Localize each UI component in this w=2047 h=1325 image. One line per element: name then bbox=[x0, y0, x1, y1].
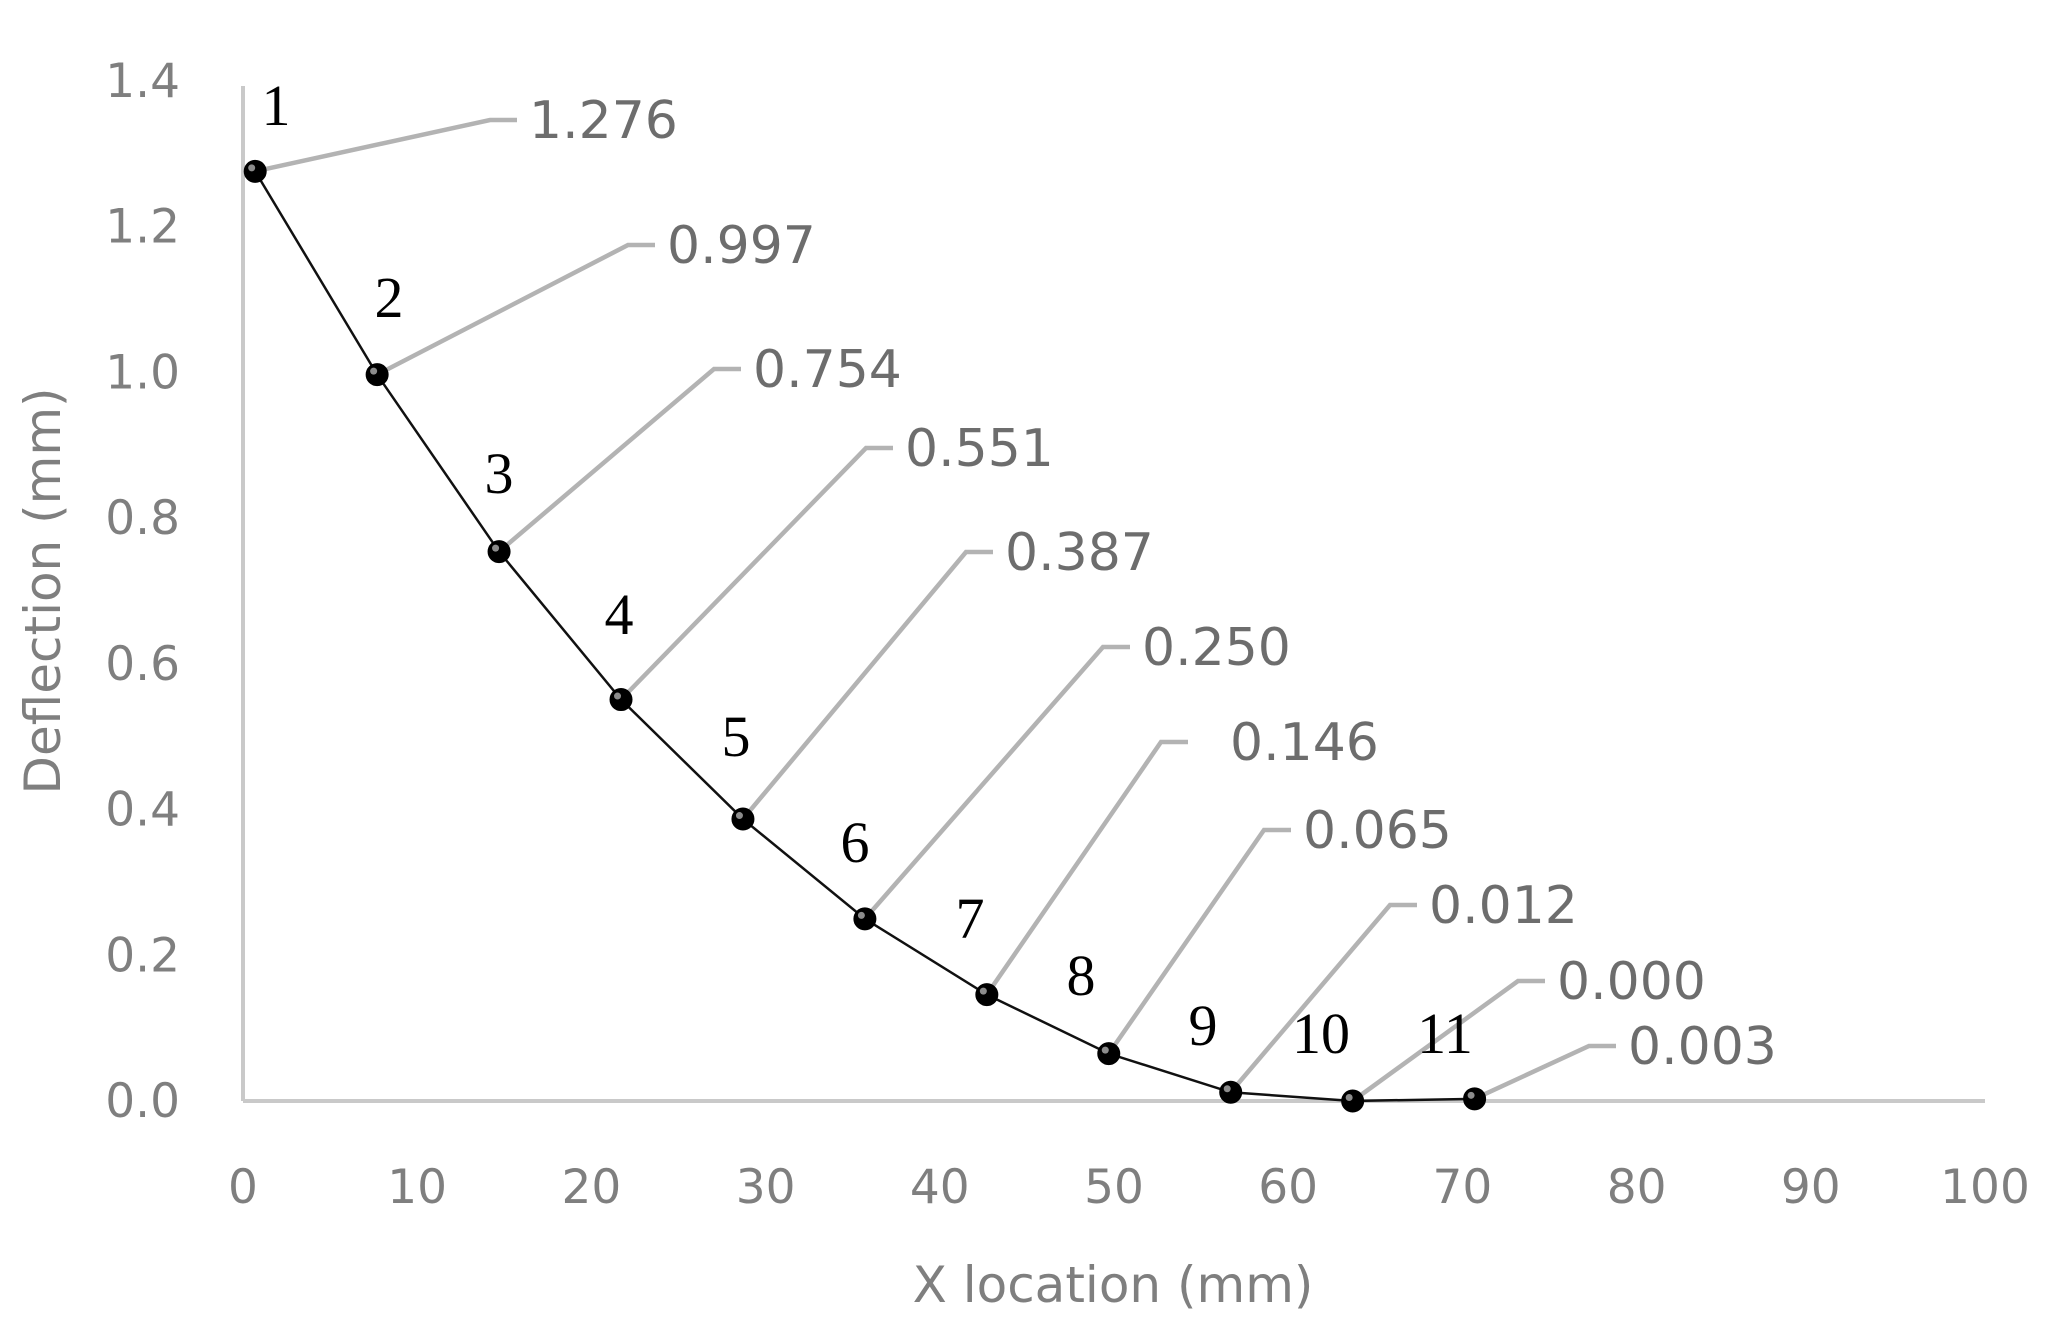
data-point-highlight bbox=[1223, 1085, 1231, 1093]
point-number-label: 3 bbox=[485, 441, 514, 506]
data-label: 0.012 bbox=[1429, 876, 1578, 936]
point-number-label: 4 bbox=[605, 582, 634, 647]
data-point-highlight bbox=[248, 164, 256, 172]
x-tick-label: 0 bbox=[228, 1160, 258, 1215]
y-tick-label: 0.6 bbox=[105, 637, 180, 692]
point-number-label: 9 bbox=[1189, 993, 1218, 1058]
data-point-highlight bbox=[857, 911, 865, 919]
data-point bbox=[609, 688, 633, 712]
data-point-highlight bbox=[735, 812, 743, 820]
data-label: 0.146 bbox=[1230, 713, 1379, 773]
data-label: 1.276 bbox=[529, 91, 678, 151]
data-label: 0.387 bbox=[1005, 523, 1154, 583]
data-point bbox=[1097, 1042, 1121, 1066]
leader-line bbox=[497, 366, 741, 554]
point-number-label: 2 bbox=[375, 265, 404, 330]
x-tick-label: 70 bbox=[1432, 1160, 1492, 1215]
y-tick-label: 0.8 bbox=[105, 491, 180, 546]
data-point bbox=[853, 907, 877, 931]
data-point bbox=[1463, 1087, 1487, 1111]
data-markers bbox=[243, 159, 1487, 1113]
data-label: 0.065 bbox=[1303, 801, 1452, 861]
point-number-label: 1 bbox=[262, 73, 291, 138]
deflection-series-line bbox=[254, 170, 1475, 1103]
data-label: 0.551 bbox=[905, 419, 1054, 479]
data-point bbox=[487, 540, 511, 564]
x-tick-label: 100 bbox=[1940, 1160, 2030, 1215]
leader-line bbox=[1106, 827, 1291, 1055]
axes: 0.0 0.2 0.4 0.6 0.8 1.0 1.2 1.4 0 10 20 30 40 50 60 70 8… bbox=[14, 54, 2030, 1314]
point-number-label: 11 bbox=[1417, 1001, 1473, 1066]
data-point bbox=[365, 363, 389, 387]
leader-line bbox=[984, 739, 1188, 996]
data-label: 0.003 bbox=[1628, 1017, 1777, 1077]
data-label: 0.250 bbox=[1142, 618, 1291, 678]
x-axis-title: X location (mm) bbox=[913, 1256, 1314, 1314]
x-tick-label: 20 bbox=[561, 1160, 621, 1215]
y-tick-label: 0.2 bbox=[105, 928, 180, 983]
data-point bbox=[1219, 1080, 1243, 1104]
data-point bbox=[975, 983, 999, 1007]
data-point bbox=[243, 159, 267, 183]
point-number-label: 5 bbox=[722, 704, 751, 769]
data-point-highlight bbox=[492, 544, 500, 552]
point-number-label: 7 bbox=[956, 886, 985, 951]
data-point-highlight bbox=[1345, 1094, 1353, 1101]
x-tick-label: 30 bbox=[736, 1160, 796, 1215]
x-tick-label: 10 bbox=[387, 1160, 447, 1215]
data-point-highlight bbox=[979, 987, 987, 995]
y-tick-label: 0.4 bbox=[105, 783, 180, 838]
y-tick-label: 1.0 bbox=[105, 345, 180, 400]
leader-line bbox=[619, 445, 893, 702]
data-point bbox=[1341, 1089, 1365, 1113]
y-tick-label: 1.4 bbox=[105, 54, 180, 109]
data-label: 0.000 bbox=[1557, 952, 1706, 1012]
data-label: 0.754 bbox=[753, 340, 902, 400]
leader-lines bbox=[254, 117, 1616, 1103]
leader-line bbox=[741, 549, 993, 821]
y-tick-label: 0.0 bbox=[105, 1074, 180, 1129]
x-tick-label: 60 bbox=[1258, 1160, 1318, 1215]
leader-line bbox=[1229, 902, 1417, 1094]
data-point-highlight bbox=[370, 367, 378, 375]
leader-line bbox=[863, 644, 1130, 921]
labels: 1.276 1 0.997 2 0.754 3 0.551 4 0.387 5 0.250 6 0.14… bbox=[262, 73, 1777, 1077]
series-line-group bbox=[254, 170, 1475, 1103]
y-axis-title: Deflection (mm) bbox=[14, 387, 72, 794]
point-number-label: 6 bbox=[841, 810, 870, 875]
leader-line bbox=[1351, 978, 1545, 1103]
data-point-highlight bbox=[1467, 1091, 1475, 1099]
point-number-label: 10 bbox=[1292, 1001, 1350, 1066]
leader-line bbox=[1473, 1043, 1616, 1101]
data-point-highlight bbox=[614, 692, 622, 700]
leader-line bbox=[376, 242, 655, 377]
data-label: 0.997 bbox=[667, 216, 816, 276]
x-tick-label: 80 bbox=[1607, 1160, 1667, 1215]
x-tick-label: 40 bbox=[910, 1160, 970, 1215]
data-point bbox=[731, 807, 755, 831]
leader-line bbox=[254, 117, 517, 174]
x-tick-label: 90 bbox=[1781, 1160, 1841, 1215]
y-tick-label: 1.2 bbox=[105, 200, 180, 255]
x-tick-label: 50 bbox=[1084, 1160, 1144, 1215]
point-number-label: 8 bbox=[1067, 943, 1096, 1008]
data-point-highlight bbox=[1101, 1046, 1109, 1054]
